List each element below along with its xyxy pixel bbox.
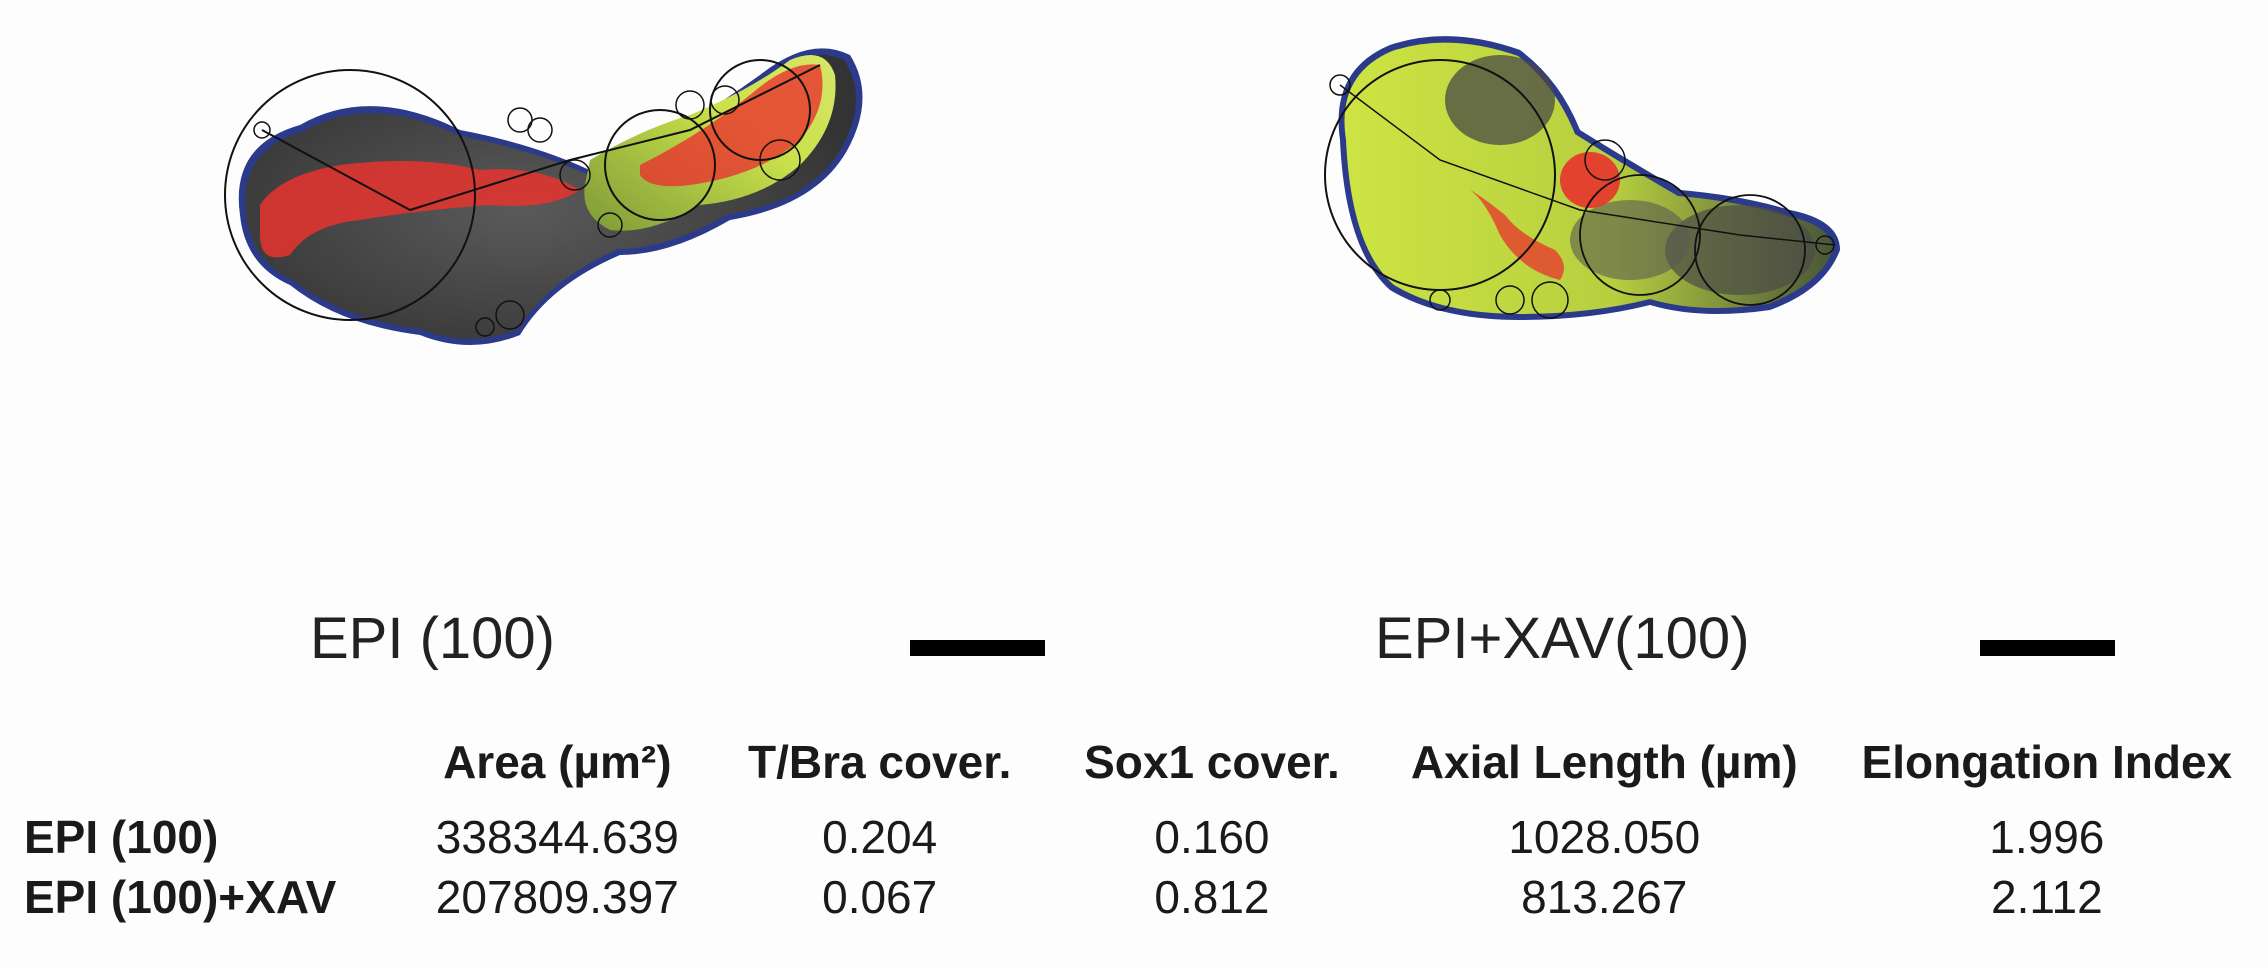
cell-axial: 1028.050 — [1508, 811, 1701, 863]
cell-elongation: 2.112 — [1990, 871, 2103, 923]
table-row: EPI (100)+XAV 207809.397 0.067 0.812 813… — [14, 867, 2268, 927]
cell-axial: 813.267 — [1521, 871, 1688, 923]
panel-caption-epi: EPI (100) — [310, 606, 555, 671]
header-area: Area (µm²) — [443, 736, 672, 788]
header-row-label — [14, 735, 396, 807]
header-axial-length: Axial Length (µm) — [1410, 736, 1798, 788]
cell-elongation: 1.996 — [1989, 811, 2105, 863]
micrograph-epi — [220, 35, 900, 505]
row-label: EPI (100) — [24, 811, 219, 863]
micrograph-epi-xav — [1320, 20, 1860, 330]
header-sox1-cover: Sox1 cover. — [1084, 736, 1340, 788]
scale-bar-epi-xav — [1980, 640, 2115, 656]
row-label: EPI (100)+XAV — [24, 871, 337, 923]
cell-tbra: 0.067 — [822, 871, 938, 923]
cell-area: 207809.397 — [435, 871, 679, 923]
scale-bar-epi — [910, 640, 1045, 656]
table-row: EPI (100) 338344.639 0.204 0.160 1028.05… — [14, 807, 2268, 867]
table-header-row: Area (µm²) T/Bra cover. Sox1 cover. Axia… — [14, 735, 2268, 807]
metrics-table: Area (µm²) T/Bra cover. Sox1 cover. Axia… — [14, 735, 2268, 927]
cell-sox1: 0.160 — [1154, 811, 1270, 863]
cell-area: 338344.639 — [435, 811, 679, 863]
header-tbra-cover: T/Bra cover. — [748, 736, 1012, 788]
header-elongation-index: Elongation Index — [1861, 736, 2233, 788]
cell-sox1: 0.812 — [1154, 871, 1270, 923]
cell-tbra: 0.204 — [822, 811, 938, 863]
panel-caption-epi-xav: EPI+XAV(100) — [1375, 606, 1750, 671]
